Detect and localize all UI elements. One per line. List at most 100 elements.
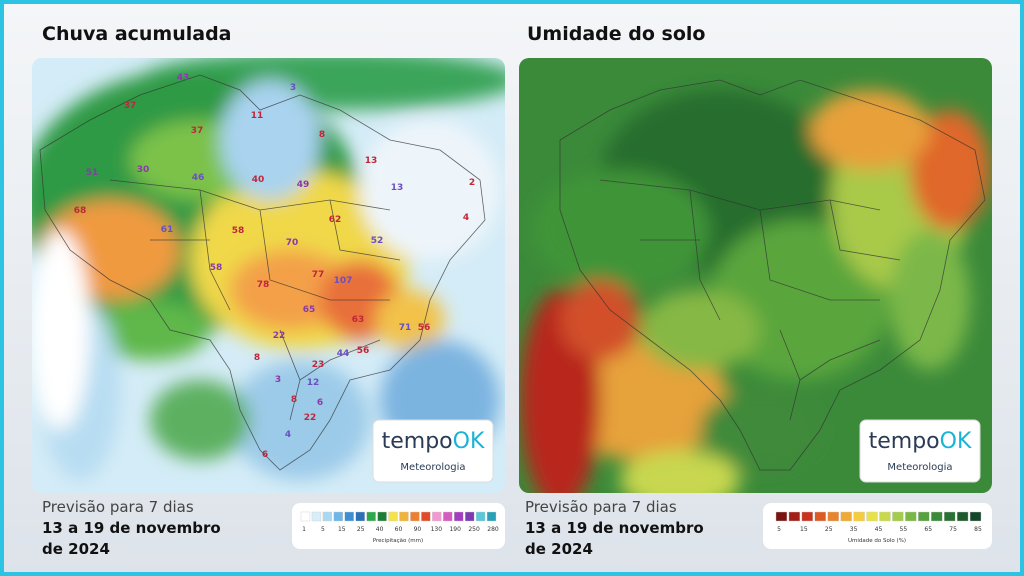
legend-swatch [366, 511, 376, 522]
forecast-period: 13 a 19 de novembro [525, 519, 704, 537]
legend-swatch [814, 511, 826, 522]
map-label: 22 [304, 413, 317, 423]
legend-swatch [333, 511, 343, 522]
forecast-period: de 2024 [42, 540, 110, 558]
legend-label: 85 [974, 526, 982, 533]
legend-label: 45 [875, 526, 883, 533]
legend-swatch [801, 511, 814, 522]
map-label: 46 [192, 173, 205, 183]
legend-label: 5 [777, 526, 781, 533]
map-label: 44 [337, 349, 350, 359]
legend-swatch [454, 511, 464, 522]
map-label: 2 [469, 178, 475, 188]
legend-swatch [464, 511, 475, 522]
legend-swatch [344, 511, 354, 522]
legend-swatch [956, 511, 969, 522]
legend-swatch [853, 511, 865, 522]
map-label: 56 [418, 323, 431, 333]
logo: tempoOK Meteorologia [372, 419, 494, 483]
legend-swatch [931, 511, 943, 522]
logo-tagline: Meteorologia [887, 462, 952, 473]
legend-swatch [969, 511, 982, 522]
legend-swatch [388, 511, 398, 522]
map-label: 43 [177, 73, 190, 83]
legend-swatch [840, 511, 852, 522]
legend-label: 15 [800, 526, 808, 533]
legend-label: 130 [431, 526, 443, 533]
legend-swatch [866, 511, 878, 522]
legend-title: Umidade do Solo (%) [848, 538, 906, 544]
map-label: 58 [210, 263, 223, 273]
legend-swatch [943, 511, 956, 522]
legend-swatch [879, 511, 891, 522]
legend-swatch [377, 511, 387, 522]
map-label: 78 [257, 280, 270, 290]
logo-accent: OK [940, 429, 972, 454]
forecast-caption: Previsão para 7 dias [525, 498, 677, 516]
legend-label: 90 [414, 526, 422, 533]
map-label: 58 [232, 226, 245, 236]
map-label: 11 [251, 111, 264, 121]
logo-tagline: Meteorologia [400, 462, 465, 473]
map-label: 4 [285, 430, 291, 440]
map-label: 22 [273, 331, 286, 341]
legend-swatch [788, 511, 801, 522]
legend-label: 280 [487, 526, 499, 533]
forecast-period: 13 a 19 de novembro [42, 519, 221, 537]
legend-swatch [918, 511, 930, 522]
legend-swatch [443, 511, 453, 522]
map-label: 37 [191, 126, 204, 136]
logo-accent: OK [453, 429, 485, 454]
legend-swatch [827, 511, 839, 522]
legend-label: 40 [376, 526, 384, 533]
legend-swatch [905, 511, 917, 522]
panel-title: Chuva acumulada [42, 23, 232, 45]
map-label: 40 [252, 175, 265, 185]
legend-swatch [432, 511, 442, 522]
map-label: 77 [312, 270, 325, 280]
map-label: 71 [399, 323, 412, 333]
map-label: 62 [329, 215, 342, 225]
legend-swatch [300, 511, 311, 522]
map-label: 52 [371, 236, 384, 246]
forecast-caption: Previsão para 7 dias [42, 498, 194, 516]
legend-swatch [311, 511, 322, 522]
legend-swatch [355, 511, 365, 522]
map-label: 61 [161, 225, 174, 235]
map-label: 107 [334, 276, 353, 286]
map-label: 65 [303, 305, 316, 315]
legend-swatch [775, 511, 788, 522]
map-label: 13 [365, 156, 378, 166]
map-label: 8 [254, 353, 260, 363]
logo: tempoOK Meteorologia [859, 419, 981, 483]
legend-swatch [322, 511, 333, 522]
legend-label: 1 [302, 526, 306, 533]
map-label: 13 [391, 183, 404, 193]
map-label: 6 [262, 450, 268, 460]
legend-label: 190 [449, 526, 461, 533]
legend-title: Precipitação (mm) [373, 538, 423, 544]
logo-brand: tempo [382, 429, 453, 454]
map-label: 8 [319, 130, 325, 140]
map-label: 4 [463, 213, 469, 223]
legend-label: 65 [924, 526, 932, 533]
legend-label: 35 [850, 526, 858, 533]
forecast-period: de 2024 [525, 540, 593, 558]
legend-swatch [475, 511, 486, 522]
legend-label: 250 [468, 526, 480, 533]
map-label: 3 [275, 375, 281, 385]
map-label: 8 [291, 395, 297, 405]
map-label: 30 [137, 165, 150, 175]
map-label: 49 [297, 180, 310, 190]
legend-swatch [421, 511, 431, 522]
map-label: 70 [286, 238, 299, 248]
legend-swatch [410, 511, 420, 522]
legend-label: 25 [825, 526, 833, 533]
map-label: 68 [74, 206, 87, 216]
logo-brand: tempo [869, 429, 940, 454]
legend-label: 5 [321, 526, 325, 533]
svg-text:tempoOK: tempoOK [382, 429, 485, 454]
map-label: 3 [290, 83, 296, 93]
